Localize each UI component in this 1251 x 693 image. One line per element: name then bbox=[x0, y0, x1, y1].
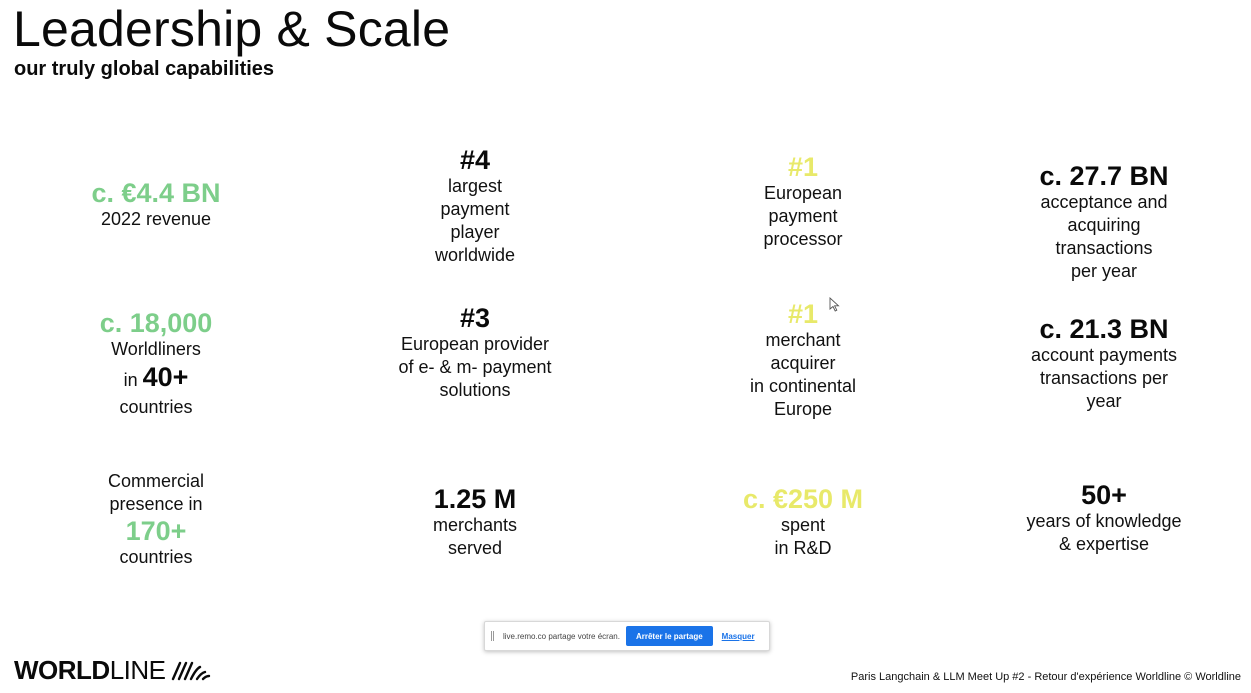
worldline-logo-regular: LINE bbox=[109, 654, 166, 685]
stat-rnd-line: spent bbox=[780, 515, 826, 535]
stat-years-line: years of knowledge bbox=[1026, 511, 1182, 531]
slide-subtitle: our truly global capabilities bbox=[14, 58, 275, 80]
stat-years: 50+ years of knowledge & expertise bbox=[974, 480, 1234, 556]
drag-handle-icon[interactable] bbox=[491, 631, 497, 641]
stat-account-line: transactions per bbox=[1039, 368, 1169, 388]
stat-account-line: year bbox=[1086, 391, 1122, 411]
stat-revenue-label: 2022 revenue bbox=[100, 209, 212, 229]
stat-merchants: 1.25 M merchants served bbox=[345, 484, 605, 560]
stat-merchants-line: merchants bbox=[432, 515, 518, 535]
stat-rnd-line: in R&D bbox=[774, 538, 832, 558]
stat-revenue: c. €4.4 BN 2022 revenue bbox=[26, 178, 286, 231]
worldline-logo: WORLDLINE bbox=[14, 655, 212, 685]
screen-share-text: live.remo.co partage votre écran. bbox=[503, 631, 620, 641]
stat-processor-line: payment bbox=[768, 206, 838, 226]
stat-processor-line: processor bbox=[763, 229, 843, 249]
slide-title: Leadership & Scale bbox=[13, 1, 451, 57]
stat-processor-line: European bbox=[763, 183, 843, 203]
stat-largest-line: worldwide bbox=[434, 245, 516, 265]
stat-provider: #3 European provider of e- & m- payment … bbox=[345, 303, 605, 402]
stat-account: c. 21.3 BN account payments transactions… bbox=[974, 314, 1234, 413]
stat-acquirer-line: acquirer bbox=[770, 353, 836, 373]
stat-account-line: account payments bbox=[1030, 345, 1178, 365]
stop-sharing-button[interactable]: Arrêter le partage bbox=[625, 626, 713, 646]
stat-provider-value: #3 bbox=[459, 303, 491, 333]
stat-largest-value: #4 bbox=[459, 145, 491, 175]
stat-account-value: c. 21.3 BN bbox=[1039, 314, 1169, 344]
stat-worldliners-countries-row: in 40+ bbox=[26, 361, 286, 396]
stat-worldliners-value: c. 18,000 bbox=[99, 308, 213, 338]
stat-acquirer-line: in continental bbox=[749, 376, 857, 396]
stat-acceptance: c. 27.7 BN acceptance and acquiring tran… bbox=[974, 161, 1234, 283]
stat-acquirer: #1 merchant acquirer in continental Euro… bbox=[673, 299, 933, 421]
stat-revenue-value: c. €4.4 BN bbox=[91, 178, 221, 208]
screen-share-bar: live.remo.co partage votre écran. Arrête… bbox=[484, 621, 770, 651]
stat-merchants-line: served bbox=[447, 538, 503, 558]
stat-rnd-value: c. €250 M bbox=[742, 484, 864, 514]
stat-largest-line: largest bbox=[447, 176, 503, 196]
stat-presence-value: 170+ bbox=[125, 516, 187, 546]
worldline-logo-text: WORLDLINE bbox=[14, 655, 166, 686]
stat-presence-line: countries bbox=[119, 547, 193, 567]
stat-acquirer-value: #1 bbox=[787, 299, 819, 329]
stat-provider-line: of e- & m- payment bbox=[398, 357, 552, 377]
stat-acceptance-line: per year bbox=[1070, 261, 1138, 281]
mouse-cursor-icon bbox=[829, 297, 840, 312]
stat-years-line: & expertise bbox=[1058, 534, 1150, 554]
footer-caption: Paris Langchain & LLM Meet Up #2 - Retou… bbox=[850, 671, 1241, 683]
stat-provider-line: European provider bbox=[400, 334, 550, 354]
stat-worldliners: c. 18,000 Worldliners in 40+ countries bbox=[26, 308, 286, 419]
stat-largest: #4 largest payment player worldwide bbox=[345, 145, 605, 267]
stat-worldliners-countries: countries bbox=[119, 397, 193, 417]
stat-acquirer-line: Europe bbox=[773, 399, 833, 419]
stat-worldliners-count: 40+ bbox=[142, 362, 189, 392]
stat-years-value: 50+ bbox=[1081, 480, 1127, 510]
stat-presence: Commercial presence in 170+ countries bbox=[26, 470, 286, 569]
stat-acquirer-line: merchant bbox=[765, 330, 841, 350]
stat-processor: #1 European payment processor bbox=[673, 152, 933, 251]
stat-acceptance-line: acquiring bbox=[1067, 215, 1141, 235]
stat-largest-line: player bbox=[450, 222, 500, 242]
stat-acceptance-line: acceptance and bbox=[1040, 192, 1168, 212]
stat-worldliners-label: Worldliners bbox=[111, 339, 201, 359]
stat-merchants-value: 1.25 M bbox=[433, 484, 517, 514]
worldline-logo-bold: WORLD bbox=[14, 654, 110, 685]
stat-presence-line: presence in bbox=[109, 494, 203, 514]
stat-largest-line: payment bbox=[440, 199, 510, 219]
stat-provider-line: solutions bbox=[439, 380, 511, 400]
worldline-waves-icon bbox=[171, 661, 210, 681]
stat-presence-line: Commercial bbox=[107, 471, 204, 491]
stat-processor-value: #1 bbox=[787, 152, 819, 182]
stat-worldliners-in: in bbox=[123, 370, 138, 390]
stat-acceptance-value: c. 27.7 BN bbox=[1039, 161, 1169, 191]
stat-acceptance-line: transactions bbox=[1055, 238, 1153, 258]
stat-rnd: c. €250 M spent in R&D bbox=[673, 484, 933, 560]
hide-share-bar-link[interactable]: Masquer bbox=[721, 631, 755, 641]
